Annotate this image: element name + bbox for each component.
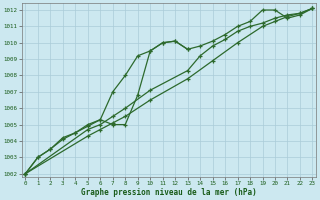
X-axis label: Graphe pression niveau de la mer (hPa): Graphe pression niveau de la mer (hPa) <box>81 188 257 197</box>
